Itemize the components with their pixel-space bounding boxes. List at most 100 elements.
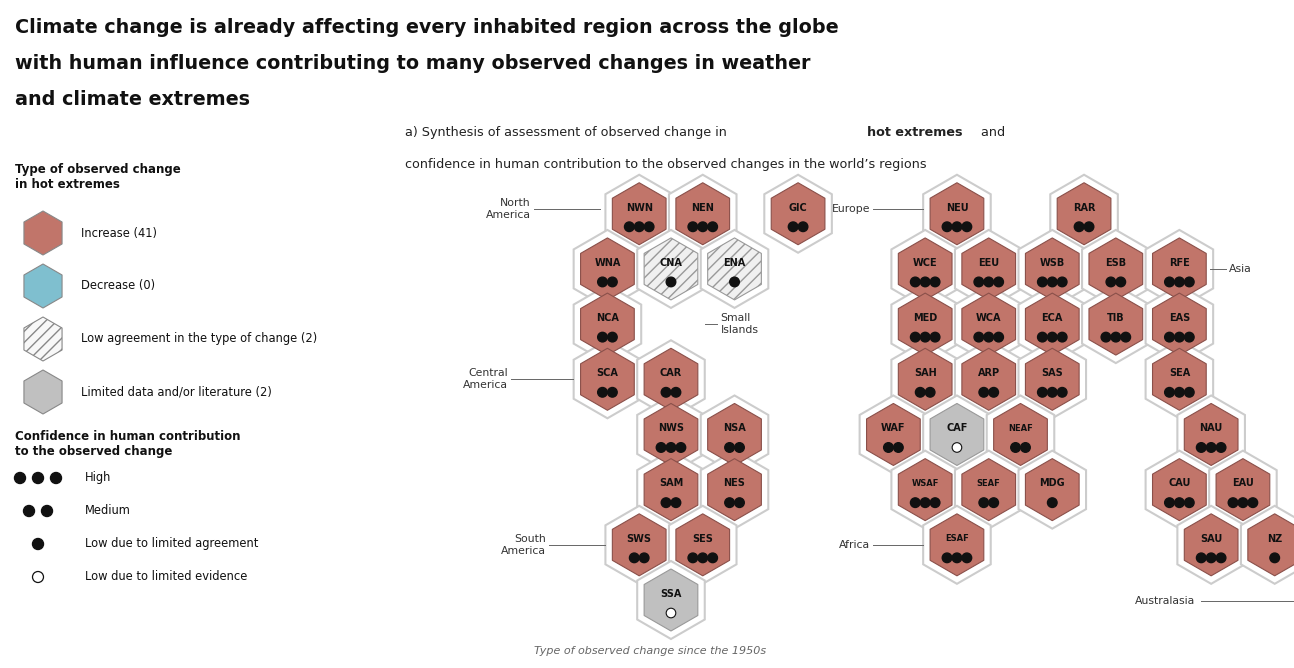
Circle shape [952,553,961,562]
Polygon shape [1209,451,1277,528]
Text: TIB: TIB [1106,313,1124,323]
Circle shape [735,443,744,452]
Polygon shape [1018,340,1086,418]
Circle shape [735,498,744,508]
Circle shape [666,443,675,452]
Text: RAR: RAR [1073,202,1095,212]
Text: Decrease (0): Decrease (0) [82,279,155,293]
Circle shape [920,332,930,342]
Circle shape [41,506,53,516]
Polygon shape [859,395,928,474]
Circle shape [708,222,717,232]
Circle shape [708,553,717,562]
Circle shape [1021,443,1030,452]
Text: with human influence contributing to many observed changes in weather: with human influence contributing to man… [16,54,810,73]
Circle shape [688,222,697,232]
Circle shape [925,387,936,397]
Text: Type of observed change since the 1950s: Type of observed change since the 1950s [534,646,766,656]
Polygon shape [1025,238,1079,300]
Circle shape [1165,498,1174,508]
Polygon shape [1025,293,1079,355]
Text: WSAF: WSAF [911,479,939,488]
Text: Africa: Africa [839,540,870,550]
Text: South
America: South America [501,534,546,556]
Circle shape [1175,332,1184,342]
Text: SSA: SSA [660,589,682,599]
Polygon shape [25,264,62,308]
Polygon shape [1025,459,1079,520]
Polygon shape [771,183,824,244]
Polygon shape [987,395,1055,474]
Circle shape [1247,498,1258,508]
Circle shape [1047,332,1057,342]
Circle shape [930,498,939,508]
Polygon shape [581,238,634,300]
Polygon shape [765,175,832,253]
Polygon shape [606,506,673,584]
Circle shape [911,498,920,508]
Polygon shape [1153,348,1206,410]
Text: Increase (41): Increase (41) [82,226,157,240]
Circle shape [1074,222,1084,232]
Text: EEU: EEU [978,258,999,268]
Polygon shape [955,451,1022,528]
Text: Small
Islands: Small Islands [721,313,758,335]
Polygon shape [708,459,761,520]
Polygon shape [612,183,666,244]
Circle shape [1165,387,1174,397]
Text: SWS: SWS [626,534,652,544]
Polygon shape [637,561,705,639]
Circle shape [1084,222,1093,232]
Text: SEA: SEA [1168,368,1190,378]
Circle shape [1047,277,1057,287]
Polygon shape [701,230,769,308]
Text: confidence in human contribution to the observed changes in the world’s regions: confidence in human contribution to the … [405,158,927,171]
Circle shape [952,443,961,452]
Polygon shape [644,459,697,520]
Polygon shape [701,395,769,474]
Circle shape [983,332,994,342]
Polygon shape [930,183,983,244]
Text: NEAF: NEAF [1008,424,1033,433]
Polygon shape [637,451,705,528]
Text: Confidence in human contribution
to the observed change: Confidence in human contribution to the … [16,430,241,458]
Circle shape [1175,277,1184,287]
Circle shape [1057,332,1068,342]
Circle shape [639,553,650,562]
Text: CAU: CAU [1168,478,1190,488]
Text: NEU: NEU [946,202,968,212]
Circle shape [994,332,1003,342]
Circle shape [1197,553,1206,562]
Text: EAS: EAS [1168,313,1190,323]
Polygon shape [923,395,991,474]
Polygon shape [1082,230,1149,308]
Circle shape [608,277,617,287]
Polygon shape [1247,514,1294,576]
Polygon shape [1145,451,1214,528]
Polygon shape [25,317,62,361]
Polygon shape [898,459,952,520]
Polygon shape [867,403,920,466]
Circle shape [930,332,939,342]
Circle shape [974,332,983,342]
Circle shape [598,387,607,397]
Polygon shape [892,340,959,418]
Text: Limited data and/or literature (2): Limited data and/or literature (2) [82,385,272,399]
Circle shape [688,553,697,562]
Circle shape [983,277,994,287]
Polygon shape [994,403,1047,466]
Text: CAR: CAR [660,368,682,378]
Text: Low agreement in the type of change (2): Low agreement in the type of change (2) [82,333,317,345]
Circle shape [1184,387,1194,397]
Polygon shape [25,370,62,414]
Polygon shape [898,348,952,410]
Polygon shape [961,293,1016,355]
Text: WCA: WCA [976,313,1002,323]
Text: hot extremes: hot extremes [867,126,963,139]
Circle shape [1165,277,1174,287]
Polygon shape [955,285,1022,363]
Circle shape [1184,332,1194,342]
Circle shape [884,443,893,452]
Circle shape [32,472,44,484]
Polygon shape [644,238,697,300]
